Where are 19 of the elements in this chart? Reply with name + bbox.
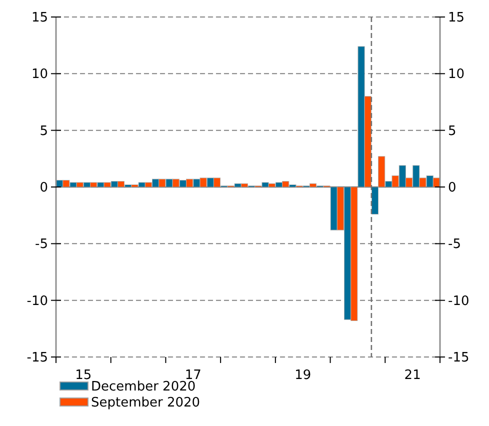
y-tick-label: 0: [40, 180, 48, 196]
y-tick-label: -15: [26, 350, 48, 366]
y-tick-label: -10: [26, 294, 48, 309]
y-tick-label: 5: [40, 124, 48, 139]
y-tick-label: -5: [35, 237, 48, 252]
legend-label: September 2020: [91, 396, 200, 411]
y-tick-label: 10: [31, 67, 48, 82]
x-tick-label: 15: [75, 368, 92, 383]
x-tick-label: 19: [294, 368, 312, 383]
y2-tick-label: 15: [448, 10, 465, 26]
y2-tick-label: -5: [448, 237, 461, 252]
y2-tick-label: 0: [448, 180, 456, 196]
y2-tick-label: -15: [448, 350, 470, 366]
y2-tick-label: 5: [448, 124, 456, 139]
y-tick-label: 15: [31, 10, 48, 26]
x-tick-label: 21: [404, 368, 421, 383]
legend-label: December 2020: [91, 380, 196, 395]
y2-tick-label: 10: [448, 67, 465, 82]
y2-tick-label: -10: [448, 294, 470, 309]
